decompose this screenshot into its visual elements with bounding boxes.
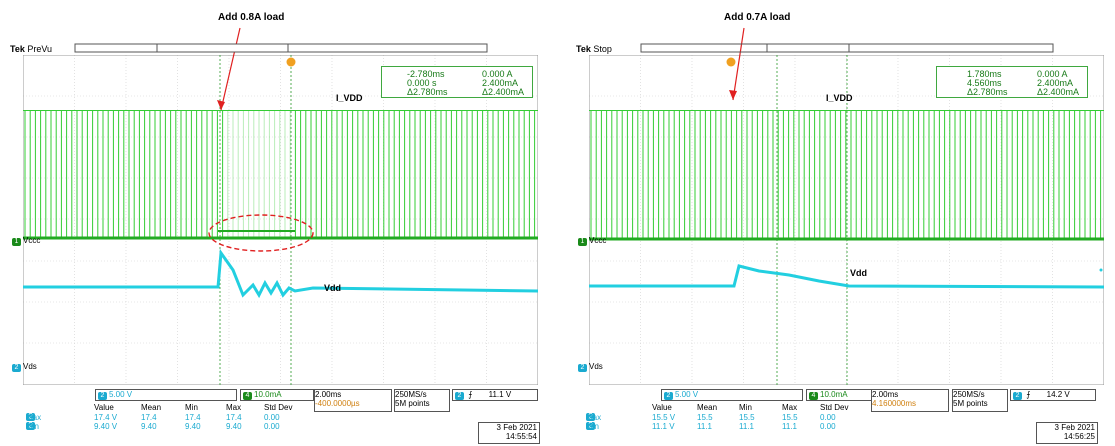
stats-cell: 0.00: [264, 422, 280, 431]
stats-cell: 15.5: [697, 413, 713, 422]
sample-rate: 250MS/s: [953, 390, 985, 399]
load-annotation: Add 0.8A load: [218, 12, 285, 23]
stats-cell: 9.40: [185, 422, 201, 431]
timestamp-box: 3 Feb 2021 14:55:54: [478, 422, 540, 444]
vds-label: 2 Vds: [12, 362, 37, 372]
cursor-a-time: 1.780ms: [967, 69, 1002, 79]
cursor-b-time: 0.000 s: [407, 78, 437, 88]
ch2-scale: 2 5.00 V: [95, 389, 237, 401]
stats-header: Value: [94, 403, 114, 412]
stats-header: Min: [185, 403, 198, 412]
stats-cell: 11.1: [697, 422, 712, 431]
record-length: 5M points: [953, 399, 988, 408]
stats-cell: 9.40: [226, 422, 242, 431]
brand-label: Tek: [576, 44, 591, 54]
stats-cell: 11.1: [739, 422, 754, 431]
ch4-scale: 4 10.0mA: [806, 389, 880, 401]
trigger-position: 4.160000ms: [872, 399, 917, 408]
acquisition-box: 250MS/s 5M points: [394, 389, 450, 412]
timestamp-box: 3 Feb 2021 14:56:25: [1036, 422, 1098, 444]
stats-cell: 11.1 V: [652, 422, 675, 431]
cursor-delta-time: Δ2.780ms: [407, 87, 448, 97]
vccc-label: 1 Vccc: [578, 236, 606, 246]
timebase-box: 2.00ms 4.160000ms: [871, 389, 949, 412]
acquisition-box: 250MS/s 5M points: [952, 389, 1008, 412]
stats-cell: 17.4: [141, 413, 157, 422]
waveform-screen: [589, 55, 1104, 385]
waveform-screen: [23, 55, 538, 385]
scope-capture-right: Add 0.7A load Tek Stop I_VDD Vdd 1 Vccc 2…: [566, 0, 1106, 446]
stats-header: Mean: [697, 403, 718, 412]
cursor-a-time: -2.780ms: [407, 69, 445, 79]
stats-header: Mean: [141, 403, 162, 412]
cursor-delta-value: Δ2.400mA: [482, 87, 525, 97]
stats-cell: 9.40 V: [94, 422, 118, 431]
cursor-readout: -2.780ms 0.000 A 0.000 s 2.400mA Δ2.780ms Δ…: [381, 66, 533, 98]
timebase-value: 2.00ms: [872, 390, 899, 399]
cursor-delta-time: Δ2.780ms: [967, 87, 1008, 97]
brand-label: Tek: [10, 44, 25, 54]
stats-header: Value: [652, 403, 672, 412]
acq-state: Stop: [593, 44, 612, 54]
cursor-a-value: 0.000 A: [1037, 69, 1068, 79]
vccc-label: 1 Vccc: [12, 236, 40, 246]
stats-header: Std Dev: [264, 403, 293, 412]
scope-header: Tek PreVu: [10, 44, 52, 54]
stats-cell: 0.00: [820, 413, 836, 422]
scope-capture-left: Add 0.8A load Tek PreVu: [0, 0, 540, 446]
cursor-readout: 1.780ms 0.000 A 4.560ms 2.400mA Δ2.780ms Δ2…: [936, 66, 1088, 98]
stats-cell: 17.4: [226, 413, 242, 422]
vds-label: 2 Vds: [578, 362, 603, 372]
measurement-panel: 2 5.00 V 4 10.0mA 2.00ms -400.0000µs 250MS…: [0, 388, 540, 446]
stats-cell: 0.00: [264, 413, 280, 422]
timebase-value: 2.00ms: [315, 390, 342, 399]
cursor-b-time: 4.560ms: [967, 78, 1002, 88]
ivdd-label: I_VDD: [826, 93, 853, 103]
date-label: 3 Feb 2021: [1054, 423, 1095, 432]
stats-cell: 0.00: [820, 422, 836, 431]
trigger-level-box: 2 ⨍ 14.2 V: [1010, 389, 1096, 401]
stats-cell: 11.1: [782, 422, 797, 431]
sample-rate: 250MS/s: [395, 390, 427, 399]
time-label: 14:55:54: [505, 432, 537, 441]
date-label: 3 Feb 2021: [496, 423, 537, 432]
ch4-scale: 4 10.0mA: [240, 389, 314, 401]
ivdd-label: I_VDD: [336, 93, 363, 103]
stats-cell: 15.5 V: [652, 413, 676, 422]
cursor-b-value: 2.400mA: [482, 78, 519, 88]
stats-cell: 17.4: [185, 413, 201, 422]
time-label: 14:56:25: [1063, 432, 1095, 441]
timebase-box: 2.00ms -400.0000µs: [314, 389, 392, 412]
cursor-delta-value: Δ2.400mA: [1037, 87, 1080, 97]
trigger-level-box: 2 ⨍ 11.1 V: [452, 389, 538, 401]
stats-cell: 17.4 V: [94, 413, 118, 422]
stats-header: Max: [226, 403, 242, 412]
load-annotation: Add 0.7A load: [724, 12, 791, 23]
stats-cell: 9.40: [141, 422, 157, 431]
vdd-label: Vdd: [850, 268, 867, 278]
acq-state: PreVu: [27, 44, 53, 54]
cursor-b-value: 2.400mA: [1037, 78, 1074, 88]
trigger-position: -400.0000µs: [315, 399, 360, 408]
vdd-label: Vdd: [324, 283, 341, 293]
cursor-a-value: 0.000 A: [482, 69, 513, 79]
stats-cell: 15.5: [739, 413, 755, 422]
measurement-panel: 2 5.00 V 4 10.0mA 2.00ms 4.160000ms 250MS/…: [566, 388, 1106, 446]
scope-header: Tek Stop: [576, 44, 612, 54]
stats-header: Max: [782, 403, 798, 412]
stats-cell: 15.5: [782, 413, 798, 422]
record-length: 5M points: [395, 399, 430, 408]
stats-header: Std Dev: [820, 403, 849, 412]
ch2-scale: 2 5.00 V: [661, 389, 803, 401]
stats-header: Min: [739, 403, 752, 412]
